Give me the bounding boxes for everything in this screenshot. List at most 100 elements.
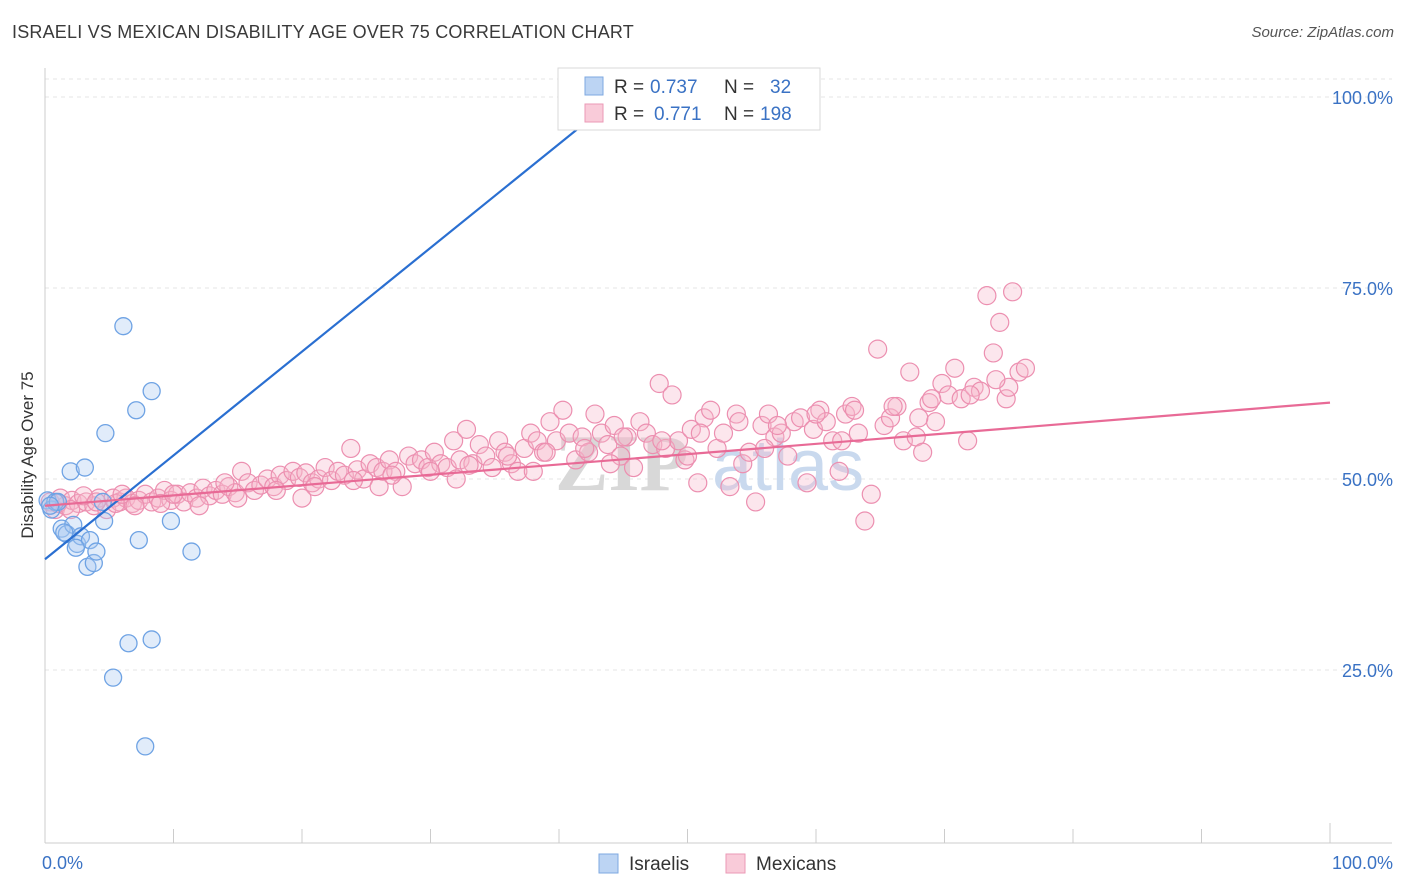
y-axis-label: Disability Age Over 75 — [18, 371, 37, 538]
mexicans-point — [444, 431, 464, 451]
mexicans-point — [746, 492, 766, 512]
mexicans-point — [844, 400, 865, 420]
mexicans-point — [521, 423, 541, 443]
mexicans-point — [469, 435, 489, 455]
mexicans-point — [446, 469, 466, 489]
mexicans-point — [215, 473, 235, 493]
mexicans-point — [266, 480, 286, 501]
y-tick-label: 100.0% — [1332, 88, 1393, 108]
mexicans-point — [701, 400, 721, 420]
mexicans-point — [874, 415, 894, 436]
axes — [44, 68, 1392, 844]
mexicans-point — [790, 408, 811, 428]
mexicans-point — [986, 370, 1006, 390]
series-legend-label-israelis: Israelis — [629, 854, 689, 875]
mexicans-point — [861, 484, 881, 504]
mexicans-point — [848, 423, 869, 443]
mexicans-point — [456, 419, 477, 439]
mexicans-point — [983, 343, 1003, 363]
mexicans-point — [913, 442, 933, 462]
mexicans-point — [829, 461, 849, 481]
mexicans-point — [598, 435, 618, 455]
mexicans-point — [733, 454, 753, 474]
mexicans-point — [990, 312, 1010, 332]
israelis-point — [161, 511, 181, 531]
israelis-point — [55, 523, 74, 542]
mexicans-points — [40, 282, 1036, 531]
mexicans-point — [816, 412, 836, 432]
israelis-point — [80, 530, 100, 550]
mexicans-point — [855, 511, 875, 531]
legend-r-value-israelis: 0.737 — [650, 77, 698, 98]
series-legend: Israelis Mexicans — [598, 853, 836, 875]
mexicans-point — [369, 477, 389, 497]
legend-r-label-mexicans: R = — [614, 104, 644, 125]
mexicans-point — [585, 404, 605, 424]
mexicans-point — [729, 412, 749, 432]
mexicans-point — [575, 438, 595, 459]
x-tick-label-max: 100.0% — [1332, 853, 1393, 873]
x-tick-label-min: 0.0% — [42, 853, 83, 873]
mexicans-point — [341, 438, 361, 459]
mexicans-point — [292, 488, 312, 508]
y-tick-label: 75.0% — [1342, 279, 1393, 299]
israelis-trendline — [44, 80, 637, 561]
israelis-point — [87, 542, 106, 561]
mexicans-point — [677, 446, 698, 466]
mexicans-point — [623, 457, 644, 478]
mexicans-point — [688, 473, 708, 493]
mexicans-point — [1015, 358, 1036, 378]
mexicans-point — [925, 412, 946, 432]
israelis-point — [114, 317, 133, 336]
mexicans-point — [636, 423, 656, 443]
mexicans-point — [958, 431, 978, 451]
mexicans-point — [225, 483, 245, 503]
mexicans-point — [382, 465, 402, 485]
israelis-point — [182, 542, 201, 561]
mexicans-point — [613, 427, 633, 447]
mexicans-point — [334, 465, 355, 485]
mexicans-point — [125, 496, 145, 516]
mexicans-point — [970, 381, 991, 401]
mexicans-point — [536, 442, 556, 462]
mexicans-point — [189, 496, 209, 516]
mexicans-point — [270, 465, 290, 485]
gridlines — [45, 78, 1392, 671]
mexicans-point — [767, 415, 788, 436]
legend-n-label-israelis: N = — [724, 77, 754, 98]
mexicans-point — [600, 454, 621, 474]
x-tick-labels: 0.0% 100.0% — [42, 853, 1393, 873]
mexicans-point — [752, 415, 772, 436]
mexicans-point — [945, 358, 965, 378]
mexicans-point — [482, 457, 502, 478]
israelis-point — [119, 634, 138, 653]
y-tick-label: 50.0% — [1342, 470, 1393, 490]
mexicans-point — [668, 431, 689, 451]
legend-n-value-mexicans: 198 — [760, 104, 792, 125]
mexicans-point — [960, 385, 980, 405]
mexicans-point — [476, 446, 496, 466]
mexicans-point — [540, 412, 560, 432]
mexicans-point — [690, 423, 710, 443]
mexicans-point — [932, 373, 952, 394]
israelis-point — [129, 530, 148, 550]
mexicans-point — [379, 450, 399, 470]
mexicans-point — [662, 385, 682, 405]
mexicans-point — [726, 404, 746, 424]
israelis-point — [84, 553, 103, 573]
israelis-point — [142, 381, 161, 401]
mexicans-point — [694, 408, 714, 428]
israelis-point — [127, 401, 146, 420]
mexicans-point — [713, 423, 734, 443]
source-credit: Source: ZipAtlas.com — [1251, 24, 1394, 41]
mexicans-point — [977, 286, 997, 306]
mexicans-point — [880, 408, 901, 428]
mexicans-point — [450, 450, 470, 470]
legend-r-label-israelis: R = — [614, 77, 644, 98]
mexicans-point — [652, 431, 672, 451]
y-tick-labels: 25.0% 50.0% 75.0% 100.0% — [1332, 88, 1393, 681]
mexicans-point — [810, 400, 830, 420]
mexicans-point — [232, 461, 252, 481]
legend-swatch-mexicans — [584, 103, 604, 123]
